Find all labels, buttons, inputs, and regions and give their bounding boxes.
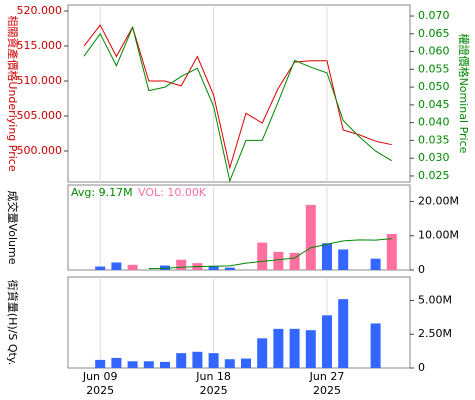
y2-tick-label: 0.050: [418, 80, 450, 93]
bar: [224, 359, 235, 368]
bar: [289, 328, 300, 368]
y2-tick-label: 0.025: [418, 169, 450, 182]
bar: [386, 234, 397, 270]
bar: [322, 243, 332, 270]
bar: [322, 315, 332, 368]
y2-tick-label: 20.00M: [418, 194, 459, 207]
y2-tick-label: 0.070: [418, 9, 450, 22]
line: [148, 238, 392, 270]
y-axis-label: 成交量Volume: [6, 191, 20, 265]
y-axis-label: 街貨量(H)/S Qty.: [6, 280, 20, 365]
bar: [273, 251, 284, 270]
plot-frame: [67, 276, 411, 369]
bar: [143, 361, 154, 368]
y2-tick-label: 0.045: [418, 98, 450, 111]
bar: [176, 353, 187, 368]
bar: [127, 361, 138, 368]
line: [83, 24, 392, 170]
bar: [192, 351, 203, 368]
y-tick-label: 500.000: [17, 144, 63, 157]
x-tick-label: Jun 09: [82, 370, 118, 383]
y2-tick-label: 0: [418, 263, 425, 276]
bar: [370, 323, 381, 368]
bar: [273, 328, 284, 368]
line: [83, 25, 393, 183]
bar: [338, 299, 349, 368]
bar: [111, 357, 122, 368]
bar: [257, 338, 268, 368]
bar: [338, 249, 349, 270]
bar: [305, 330, 316, 368]
x-tick-label: Jun 18: [195, 370, 231, 383]
y2-tick-label: 0.065: [418, 27, 450, 40]
bar: [241, 358, 251, 368]
bar: [111, 262, 122, 270]
bar: [224, 267, 235, 270]
bar: [257, 242, 268, 270]
x-tick-year: 2025: [86, 384, 114, 397]
x-tick-year: 2025: [200, 384, 228, 397]
bar: [160, 361, 170, 368]
bar: [127, 264, 138, 270]
bar: [208, 353, 219, 368]
bar: [289, 252, 300, 270]
y2-tick-label: 0.040: [418, 116, 450, 129]
bar: [208, 265, 219, 270]
plot-frame: [67, 4, 411, 183]
x-tick-year: 2025: [313, 384, 341, 397]
y-tick-label: 510.000: [17, 74, 63, 87]
x-tick-label: Jun 27: [309, 370, 345, 383]
y-tick-label: 505.000: [17, 109, 63, 122]
y2-tick-label: 0.055: [418, 62, 450, 75]
y2-tick-label: 0: [418, 361, 425, 374]
y-axis-label: 相關資產價格Underlying Price: [6, 15, 20, 171]
y2-axis-label: 權證價格Nominal Price: [457, 34, 471, 154]
legend-label: VOL: 10.00K: [138, 186, 207, 199]
bar: [95, 359, 106, 368]
y2-tick-label: 0.030: [418, 151, 450, 164]
bar: [176, 259, 187, 270]
y2-tick-label: 2.50M: [418, 327, 452, 340]
y2-tick-label: 0.060: [418, 45, 450, 58]
bar: [160, 265, 170, 270]
plot-frame: [67, 184, 411, 271]
y2-tick-label: 0.035: [418, 133, 450, 146]
y-tick-label: 515.000: [17, 39, 63, 52]
bar: [370, 258, 381, 270]
y2-tick-label: 10.00M: [418, 229, 459, 242]
y-tick-label: 520.000: [17, 4, 63, 17]
legend-label: Avg: 9.17M: [71, 186, 133, 199]
bar: [95, 266, 106, 270]
y2-tick-label: 5.00M: [418, 293, 452, 306]
bar: [305, 204, 316, 270]
